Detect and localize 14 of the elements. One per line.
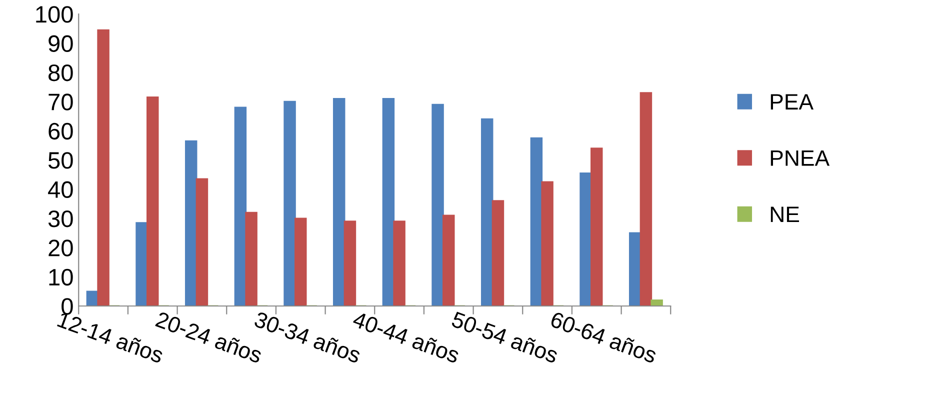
legend-label: PNEA bbox=[770, 150, 830, 166]
y-tick-label: 60 bbox=[48, 122, 73, 140]
y-tick-label: 10 bbox=[49, 268, 73, 286]
y-tick-label: 20 bbox=[48, 240, 73, 256]
y-tick-label: 90 bbox=[48, 35, 73, 52]
legend-label: PEA bbox=[770, 94, 814, 110]
legend-label: NE bbox=[770, 206, 800, 222]
y-tick-label: 50 bbox=[48, 152, 73, 169]
y-tick-label: 80 bbox=[48, 64, 73, 82]
y-tick-label: 30 bbox=[48, 210, 73, 228]
y-tick-label: 0 bbox=[62, 298, 73, 315]
y-tick-label: 100 bbox=[36, 6, 73, 23]
y-tick-label: 40 bbox=[48, 181, 73, 198]
y-tick-label: 70 bbox=[48, 94, 73, 110]
